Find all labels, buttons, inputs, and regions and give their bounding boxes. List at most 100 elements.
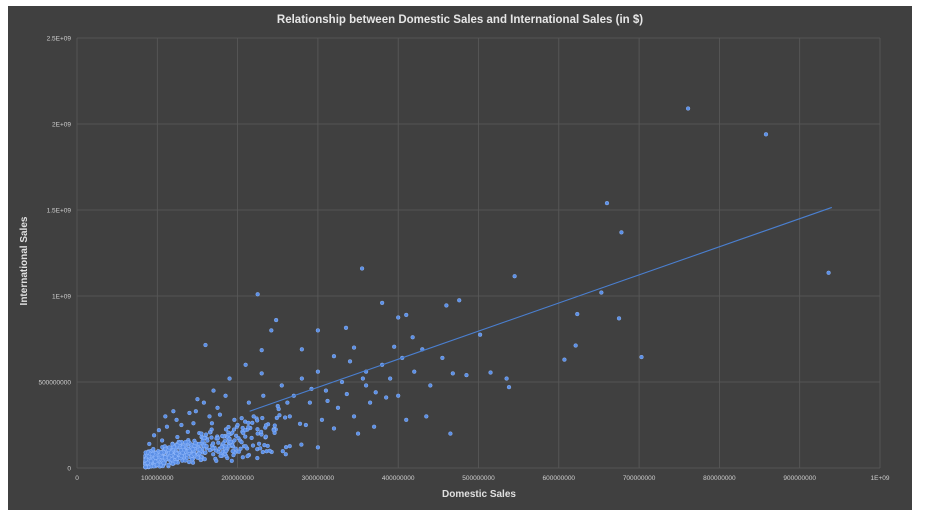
data-point <box>478 332 483 337</box>
data-point <box>307 400 312 405</box>
chart-title: Relationship between Domestic Sales and … <box>277 14 643 26</box>
data-point <box>204 444 209 449</box>
data-point <box>227 436 232 441</box>
data-point <box>219 445 224 450</box>
data-point <box>175 434 180 440</box>
data-point <box>351 414 357 419</box>
trendline-layer <box>249 206 833 412</box>
data-point <box>457 298 462 303</box>
data-point <box>175 443 180 448</box>
data-point <box>232 438 237 443</box>
data-point <box>685 106 691 111</box>
data-point <box>243 434 248 439</box>
data-point <box>197 447 202 452</box>
data-points <box>143 106 831 470</box>
data-point <box>215 405 220 410</box>
data-point <box>218 453 223 458</box>
data-point <box>380 300 385 305</box>
y-tick-label: 2.5E+09 <box>47 36 72 43</box>
data-point <box>271 428 276 433</box>
data-point <box>231 427 237 432</box>
data-point <box>299 442 304 447</box>
x-tick-label: 900000000 <box>783 475 816 482</box>
data-point <box>166 462 171 468</box>
data-point <box>243 428 248 433</box>
data-point <box>325 398 330 404</box>
x-tick-label: 200000000 <box>221 475 254 482</box>
data-point <box>444 303 449 308</box>
y-axis-label: International Sales <box>19 216 30 305</box>
data-point <box>267 448 272 453</box>
data-point <box>259 429 264 434</box>
data-point <box>261 393 266 398</box>
data-point <box>331 426 337 431</box>
data-point <box>275 403 280 409</box>
data-point <box>179 422 184 428</box>
data-point <box>351 345 357 350</box>
data-point <box>255 455 260 461</box>
data-point <box>215 436 220 441</box>
data-point <box>279 383 284 388</box>
data-point <box>164 424 170 429</box>
data-point <box>203 432 209 437</box>
data-point <box>274 317 279 323</box>
data-point <box>450 371 455 376</box>
data-point <box>259 371 264 376</box>
data-point <box>410 335 415 340</box>
y-tick-label: 1.5E+09 <box>47 208 72 215</box>
data-point <box>202 435 207 441</box>
data-point <box>198 457 203 463</box>
data-point <box>191 452 196 457</box>
data-point <box>826 270 831 275</box>
data-point <box>315 369 320 374</box>
data-point <box>170 461 175 467</box>
data-point <box>161 460 166 465</box>
data-point <box>239 416 244 421</box>
data-point <box>287 444 292 449</box>
data-point <box>272 423 277 428</box>
data-point <box>404 312 409 318</box>
data-point <box>160 438 165 443</box>
data-point <box>210 446 215 451</box>
trendline <box>249 206 833 412</box>
data-point <box>226 424 231 430</box>
data-point <box>573 343 578 348</box>
data-point <box>163 455 168 460</box>
data-point <box>148 459 153 464</box>
data-point <box>339 379 345 385</box>
data-point <box>241 430 246 436</box>
data-point <box>255 292 260 297</box>
data-point <box>283 445 289 450</box>
data-point <box>360 376 365 381</box>
data-point <box>223 444 228 449</box>
data-point <box>299 376 304 381</box>
data-point <box>464 373 469 378</box>
data-point <box>396 393 401 398</box>
x-tick-label: 500000000 <box>462 475 495 482</box>
data-point <box>143 457 148 462</box>
y-axis-ticks: 0 500000000 1E+09 1.5E+09 2E+09 2.5E+09 <box>38 36 71 473</box>
data-point <box>202 457 207 462</box>
data-point <box>230 430 235 435</box>
data-point <box>249 435 254 441</box>
x-tick-label: 100000000 <box>141 475 174 482</box>
y-tick-label: 0 <box>67 466 71 473</box>
data-point <box>639 354 644 360</box>
data-point <box>256 441 262 446</box>
data-point <box>216 440 221 445</box>
chart-area: Relationship between Domestic Sales and … <box>8 6 912 510</box>
data-point <box>282 415 288 420</box>
data-point <box>169 457 174 462</box>
data-point <box>363 383 369 388</box>
data-point <box>185 429 190 434</box>
data-point <box>599 290 604 295</box>
data-point <box>187 410 192 416</box>
data-point <box>344 391 349 397</box>
data-point <box>211 388 216 393</box>
data-point <box>255 431 260 436</box>
x-tick-label: 300000000 <box>302 475 335 482</box>
data-point <box>367 400 373 405</box>
data-point <box>209 421 215 426</box>
data-point <box>170 442 175 447</box>
data-point <box>269 328 274 333</box>
